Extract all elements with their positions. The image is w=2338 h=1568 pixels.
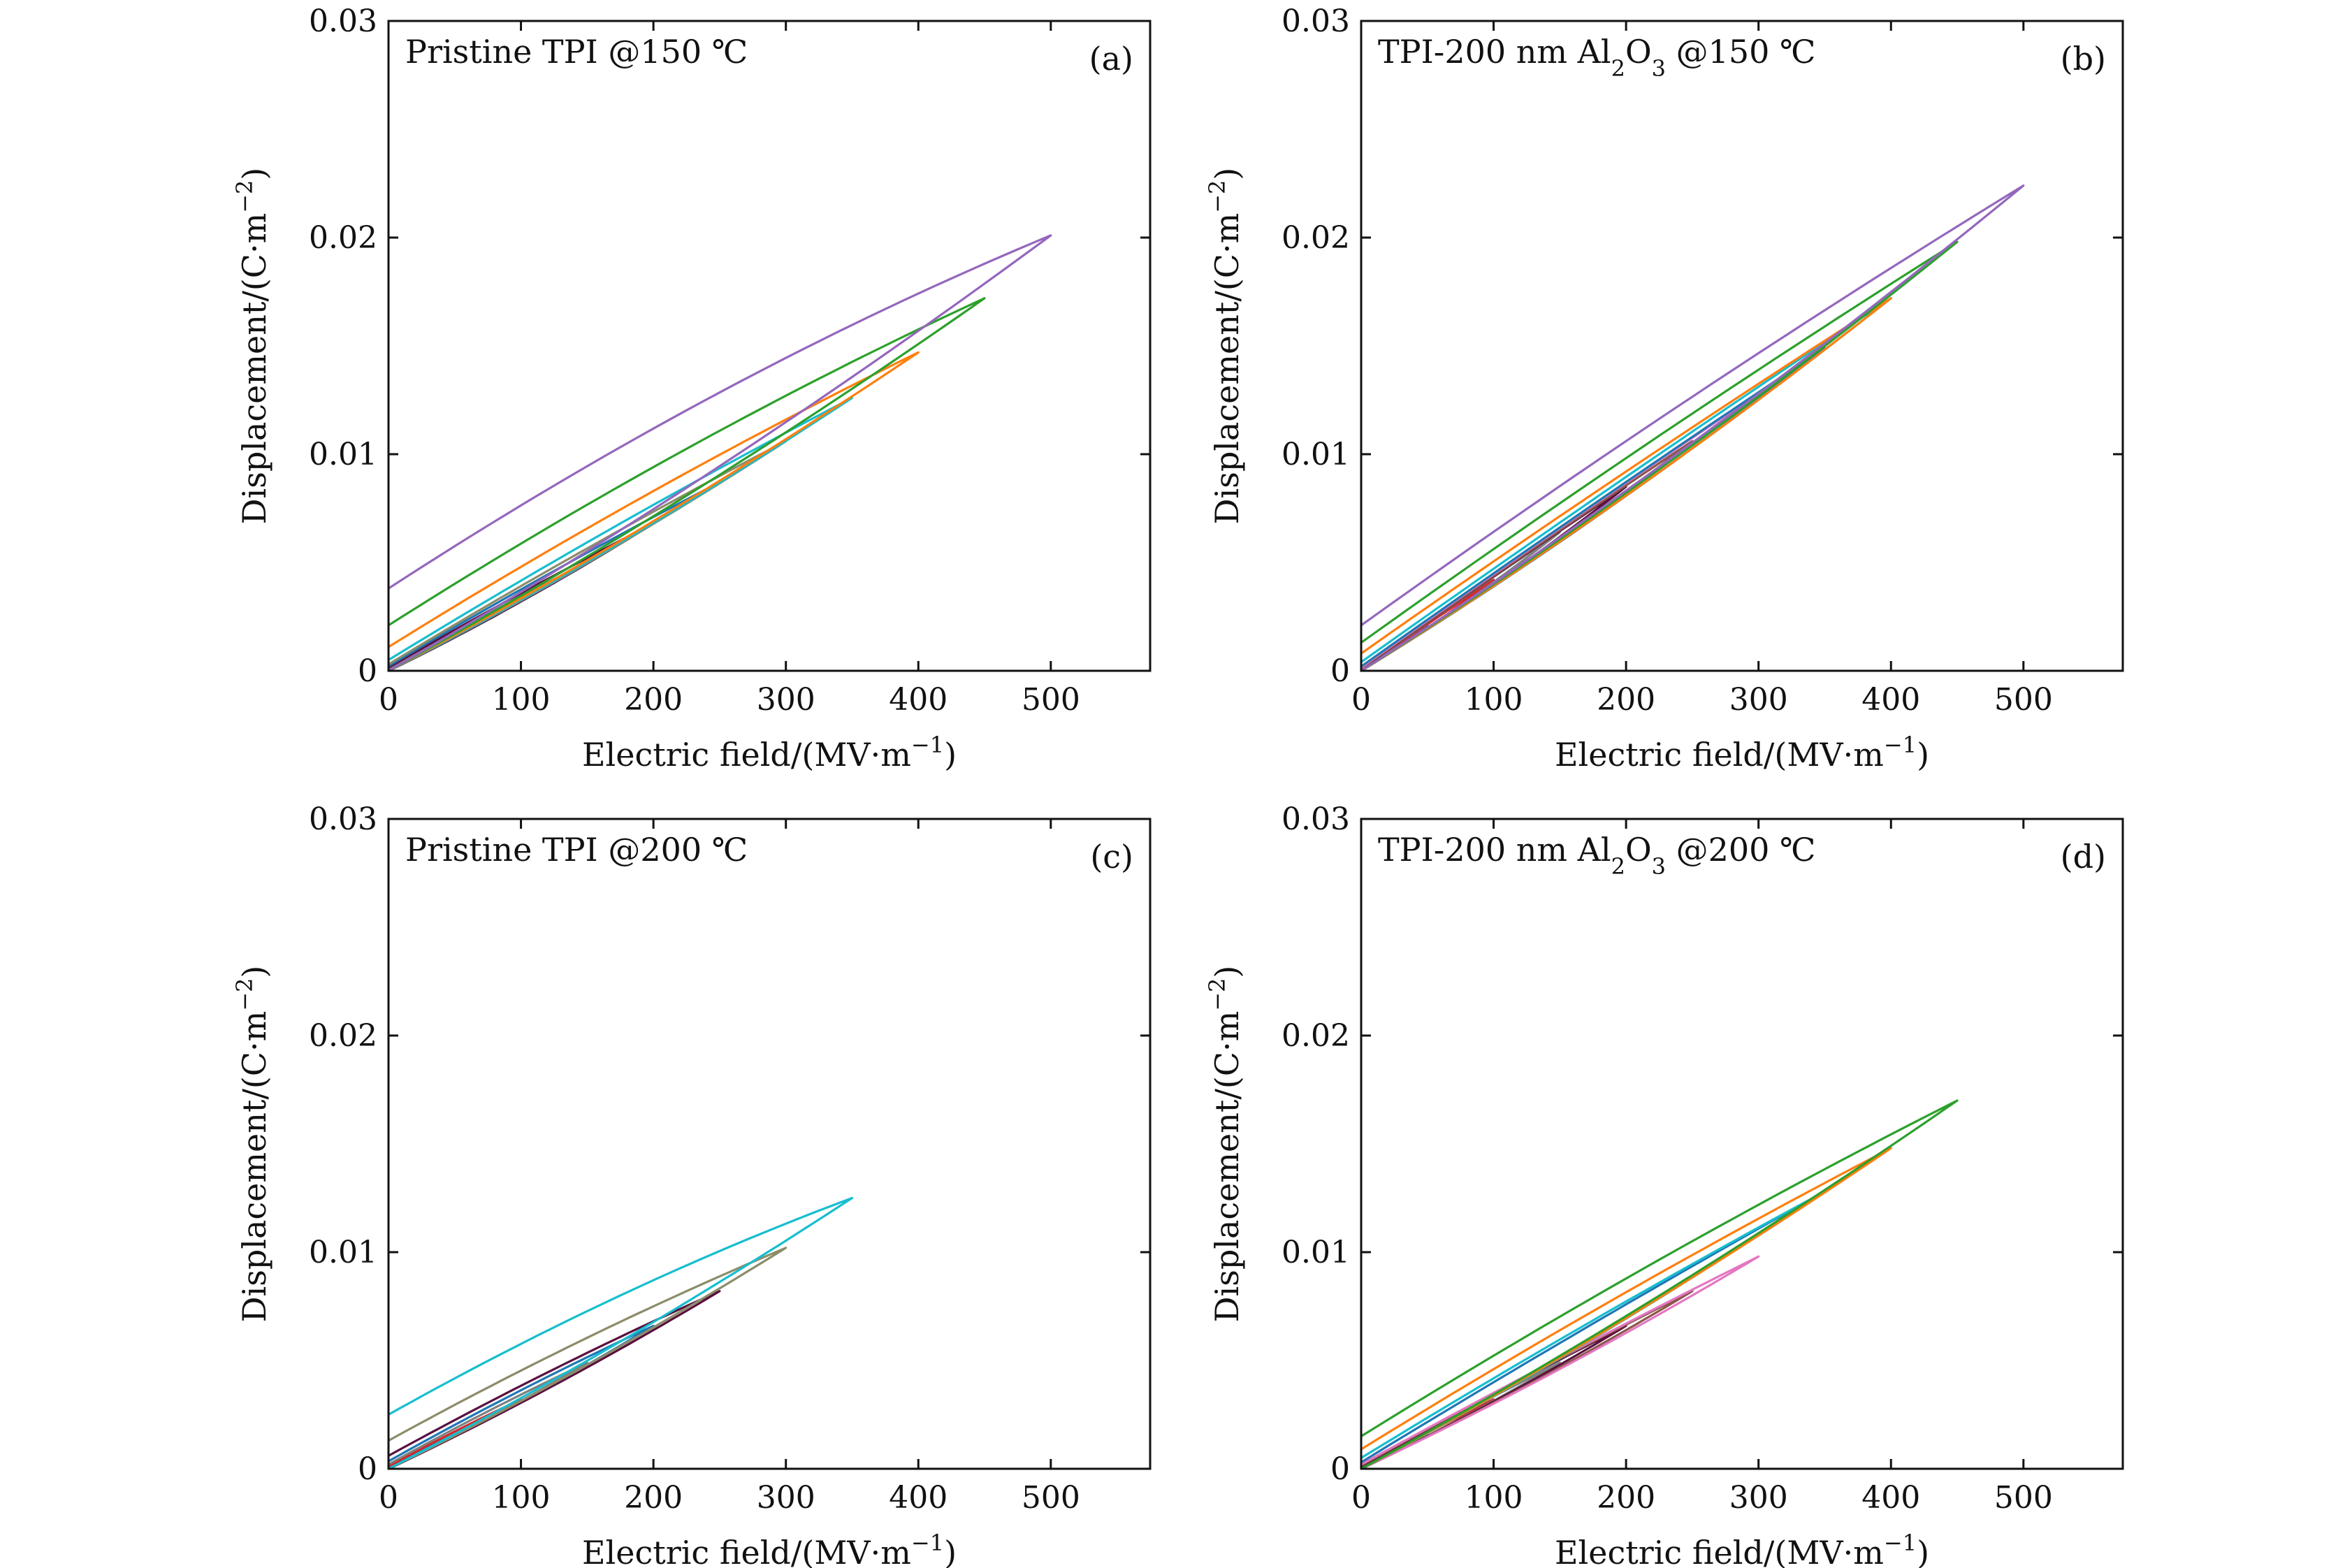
x-tick-label: 100	[1465, 682, 1523, 718]
x-tick-label: 200	[624, 682, 683, 718]
y-tick-label: 0	[1330, 653, 1350, 689]
panel-title: TPI-200 nm Al2O3 @150 ℃	[1378, 33, 1816, 82]
x-tick-label: 100	[492, 682, 551, 718]
x-tick-label: 500	[1022, 1480, 1080, 1516]
y-axis-label: Displacement/(C·m−2)	[1204, 966, 1246, 1323]
x-tick-label: 0	[379, 1480, 398, 1516]
x-axis-label: Electric field/(MV·m−1)	[582, 732, 957, 774]
chart-panel-b: 0 100 200 300 400 500 0 0.01 0.02 0.03 Electric fi…	[1204, 3, 2124, 774]
x-tick-label: 0	[1351, 682, 1371, 718]
x-tick-label: 400	[889, 682, 947, 718]
y-tick-label: 0.01	[309, 437, 377, 472]
plot-frame	[1360, 20, 2124, 672]
y-tick-label: 0	[358, 1451, 377, 1487]
series-loop-350-mv-m	[389, 1196, 854, 1469]
x-axis-label: Electric field/(MV·m−1)	[1555, 1530, 1929, 1568]
y-axis-label: Displacement/(C·m−2)	[231, 966, 273, 1323]
y-tick-label: 0	[358, 653, 377, 689]
x-tick-label: 200	[1597, 682, 1655, 718]
x-tick-label: 100	[492, 1480, 551, 1516]
chart-panel-c: 0 100 200 300 400 500 0 0.01 0.02 0.03 Electric fi…	[231, 801, 1152, 1568]
y-tick-label: 0.03	[1281, 3, 1350, 39]
y-tick-label: 0.01	[1281, 437, 1350, 472]
series-loop-300-mv-m	[1361, 1255, 1760, 1469]
panel-title: Pristine TPI @200 ℃	[405, 831, 748, 869]
y-tick-label: 0.02	[309, 1018, 377, 1054]
y-tick-label: 0.02	[1281, 1018, 1350, 1054]
y-tick-label: 0.02	[309, 220, 377, 256]
x-tick-label: 0	[1351, 1480, 1371, 1516]
plot-frame	[1360, 818, 2124, 1470]
x-tick-label: 500	[1994, 1480, 2053, 1516]
x-axis-label: Electric field/(MV·m−1)	[1555, 732, 1929, 774]
x-tick-label: 400	[1861, 1480, 1920, 1516]
series-loop-500-mv-m	[389, 234, 1052, 671]
y-tick-label: 0.02	[1281, 220, 1350, 256]
x-tick-label: 300	[757, 682, 815, 718]
panel-tag: (a)	[1089, 40, 1133, 78]
panel-title: Pristine TPI @150 ℃	[405, 33, 748, 71]
x-axis-label: Electric field/(MV·m−1)	[582, 1530, 957, 1568]
y-tick-label: 0.03	[309, 801, 377, 837]
chart-panel-d: 0 100 200 300 400 500 0 0.01 0.02 0.03 Electric fi…	[1204, 801, 2124, 1568]
panel-title: TPI-200 nm Al2O3 @200 ℃	[1378, 831, 1816, 880]
y-axis-label: Displacement/(C·m−2)	[231, 168, 273, 525]
series-loop-450-mv-m	[1361, 240, 1959, 671]
series-loop-500-mv-m	[1361, 184, 2025, 671]
x-tick-label: 300	[757, 1480, 815, 1516]
series-loop-400-mv-m	[389, 351, 920, 671]
y-tick-label: 0.03	[309, 3, 377, 39]
y-axis-label: Displacement/(C·m−2)	[1204, 168, 1246, 525]
series-loop-450-mv-m	[1361, 1099, 1959, 1469]
x-tick-label: 300	[1729, 1480, 1788, 1516]
panel-tag: (b)	[2061, 40, 2106, 78]
series-loop-400-mv-m	[1361, 1147, 1892, 1469]
x-tick-label: 400	[1861, 682, 1920, 718]
series-loop-450-mv-m	[389, 297, 986, 671]
x-tick-label: 500	[1994, 682, 2053, 718]
x-tick-label: 500	[1022, 682, 1080, 718]
x-tick-label: 300	[1729, 682, 1788, 718]
panel-tag: (d)	[2061, 838, 2106, 876]
x-tick-label: 200	[624, 1480, 683, 1516]
x-tick-label: 100	[1465, 1480, 1523, 1516]
series-loop-300-mv-m	[389, 1247, 787, 1469]
x-tick-label: 0	[379, 682, 398, 718]
series-loop-250-mv-m	[389, 1290, 721, 1469]
y-tick-label: 0.01	[309, 1235, 377, 1270]
y-tick-label: 0.01	[1281, 1235, 1350, 1270]
series-loop-400-mv-m-2-	[1361, 297, 1892, 671]
panel-tag: (c)	[1090, 838, 1133, 876]
chart-panel-a: 0 100 200 300 400 500 0 0.01 0.02 0.03 Electric fi…	[231, 3, 1152, 774]
x-tick-label: 400	[889, 1480, 947, 1516]
x-tick-label: 200	[1597, 1480, 1655, 1516]
y-tick-label: 0.03	[1281, 801, 1350, 837]
plot-frame	[387, 20, 1152, 672]
y-tick-label: 0	[1330, 1451, 1350, 1487]
plot-frame	[387, 818, 1152, 1470]
